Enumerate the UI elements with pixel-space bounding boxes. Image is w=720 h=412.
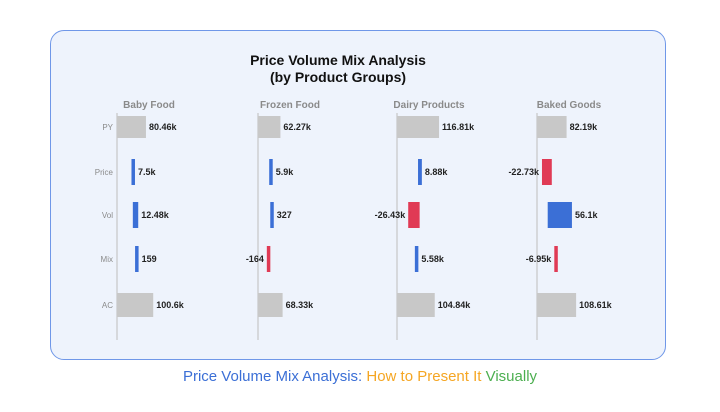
group-title-baby-food: Baby Food <box>123 100 175 111</box>
label-frozen-food-py: 62.27k <box>283 122 312 132</box>
row-label-mix: Mix <box>101 255 113 264</box>
label-baby-food-ac: 100.6k <box>156 300 185 310</box>
bar-baked-goods-price <box>541 159 552 185</box>
caption: Price Volume Mix Analysis: How to Presen… <box>0 368 720 385</box>
label-baked-goods-mix: -6.95k <box>526 254 553 264</box>
row-label-price: Price <box>95 168 114 177</box>
label-dairy-products-vol: -26.43k <box>375 210 407 220</box>
label-baby-food-vol: 12.48k <box>141 210 170 220</box>
row-label-ac: AC <box>102 301 113 310</box>
bar-dairy-products-price <box>418 159 422 185</box>
bar-baked-goods-py <box>537 116 567 138</box>
bar-dairy-products-vol <box>408 202 420 228</box>
label-frozen-food-price: 5.9k <box>276 167 295 177</box>
bar-baby-food-mix <box>135 246 139 272</box>
caption-part-3: Visually <box>485 368 538 385</box>
bar-baked-goods-ac <box>537 293 577 317</box>
label-baby-food-mix: 159 <box>142 254 157 264</box>
bar-frozen-food-py <box>258 116 281 138</box>
label-dairy-products-price: 8.88k <box>425 167 449 177</box>
bar-baked-goods-vol <box>547 202 572 228</box>
bar-frozen-food-price <box>269 159 273 185</box>
bar-baby-food-ac <box>117 293 154 317</box>
bar-frozen-food-vol <box>270 202 274 228</box>
label-baked-goods-ac: 108.61k <box>579 300 613 310</box>
bar-dairy-products-mix <box>414 246 419 272</box>
bar-baby-food-vol <box>132 202 139 228</box>
bar-frozen-food-mix <box>266 246 271 272</box>
caption-part-1: Price Volume Mix Analysis: <box>182 368 363 385</box>
group-title-frozen-food: Frozen Food <box>260 100 320 111</box>
label-frozen-food-mix: -164 <box>246 254 264 264</box>
label-baked-goods-py: 82.19k <box>570 122 599 132</box>
label-dairy-products-ac: 104.84k <box>438 300 472 310</box>
row-label-vol: Vol <box>102 211 113 220</box>
group-title-dairy-products: Dairy Products <box>393 100 465 111</box>
caption-part-2: How to Present It <box>366 368 482 385</box>
label-dairy-products-py: 116.81k <box>442 122 475 132</box>
label-baby-food-price: 7.5k <box>138 167 157 177</box>
chart-subtitle: (by Product Groups) <box>270 69 406 85</box>
label-frozen-food-vol: 327 <box>277 210 292 220</box>
bar-baby-food-py <box>117 116 146 138</box>
bar-baked-goods-mix <box>554 246 558 272</box>
bar-dairy-products-ac <box>397 293 435 317</box>
label-baked-goods-price: -22.73k <box>508 167 540 177</box>
row-label-py: PY <box>102 123 113 132</box>
bar-frozen-food-ac <box>258 293 283 317</box>
chart-title: Price Volume Mix Analysis <box>250 52 426 68</box>
group-title-baked-goods: Baked Goods <box>537 100 602 111</box>
label-baby-food-py: 80.46k <box>149 122 178 132</box>
bar-dairy-products-py <box>397 116 440 138</box>
label-dairy-products-mix: 5.58k <box>421 254 445 264</box>
label-baked-goods-vol: 56.1k <box>575 210 599 220</box>
label-frozen-food-ac: 68.33k <box>286 300 315 310</box>
bar-baby-food-price <box>131 159 135 185</box>
